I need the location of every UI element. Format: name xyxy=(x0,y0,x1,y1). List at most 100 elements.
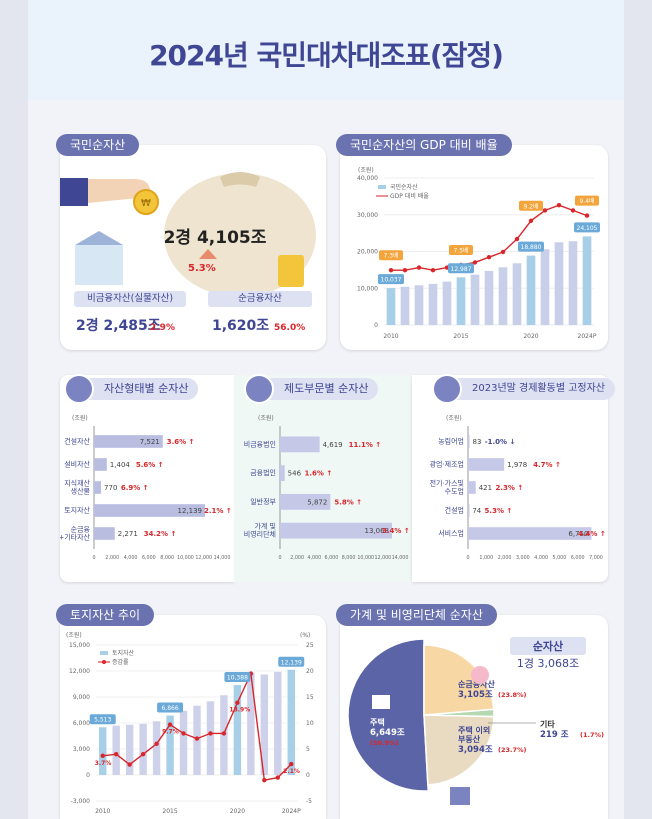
growth-point xyxy=(127,762,132,767)
gdp-title: 국민순자산의 GDP 대비 배율 xyxy=(336,134,512,156)
bar xyxy=(280,493,331,510)
bar xyxy=(468,458,505,471)
growth-value-label: 3.7% xyxy=(95,760,112,767)
bar-value-label: 6,866 xyxy=(161,705,178,712)
slice-percent: (23.8%) xyxy=(498,691,527,699)
bar-label-box xyxy=(574,222,600,233)
value-label: 770 xyxy=(104,484,117,492)
ratio-point xyxy=(388,268,394,273)
bar xyxy=(179,710,188,775)
bar xyxy=(260,674,269,775)
net-assets-value: 2경 4,105조 xyxy=(163,228,267,248)
slice-value: 3,094조 xyxy=(458,745,493,755)
bar-value-label: 10,388 xyxy=(227,674,248,681)
slice-name: 순금융자산 xyxy=(458,679,495,689)
bar xyxy=(152,721,161,775)
household-net-label: 순자산 xyxy=(510,637,586,655)
bar xyxy=(280,522,393,539)
bar xyxy=(94,435,163,448)
unit-label: (조원) xyxy=(258,414,274,422)
x-tick-label: 2,000 xyxy=(105,555,119,561)
growth-point xyxy=(100,753,105,758)
y-tick-label: 0 xyxy=(374,322,378,329)
won-glyph: ₩ xyxy=(141,198,151,209)
land-chart: (조원) (%) -3,000 0 3,000 6,000 9,000 12,000 15,00… xyxy=(66,631,314,815)
growth-arrow-icon xyxy=(199,249,217,259)
growth-label: 1.6% ↑ xyxy=(304,470,332,478)
industry-chart: (조원) 농림어업 83 -1.0% ↓ 광업·제조업 1,978 4.7% ↑ 전기·가스및… xyxy=(430,414,606,561)
x-tick-label: 2,000 xyxy=(290,555,304,561)
bar-label-box xyxy=(378,274,404,285)
growth-value-label: 2.1% xyxy=(283,768,300,775)
value-label: 13,068 xyxy=(365,527,390,535)
value-label: 6,750 xyxy=(568,530,588,538)
value-label: 546 xyxy=(288,470,302,478)
y2-tick-label: 0 xyxy=(306,772,310,779)
bar xyxy=(280,436,320,453)
y-tick-label: 15,000 xyxy=(69,642,90,649)
x-tick-label: 8,000 xyxy=(160,555,174,561)
household-net-value: 1경 3,068조 xyxy=(516,657,580,670)
ratio-value-label: 7.3배 xyxy=(383,252,398,260)
unit-label: (조원) xyxy=(446,414,462,422)
x-tick-label: 2024P xyxy=(282,808,301,815)
bar xyxy=(94,481,102,494)
legend-bar-label: 토지자산 xyxy=(112,649,135,657)
piggy-bank-icon xyxy=(471,666,489,684)
y2-tick-label: -5 xyxy=(306,798,312,805)
bar-value-label: 5,513 xyxy=(94,717,111,724)
legend-bar-swatch xyxy=(378,185,386,189)
coins-icon xyxy=(278,255,304,287)
land-card: (조원) (%) -3,000 0 3,000 6,000 9,000 12,000 15,00… xyxy=(60,615,326,819)
growth-label: 5.8% ↑ xyxy=(334,498,362,506)
x-tick-label: 2,000 xyxy=(498,555,512,561)
legend-line-label: 증감률 xyxy=(112,659,129,666)
category-label: 설비자산 xyxy=(64,460,90,469)
ratio-value-label: 7.5배 xyxy=(453,247,468,255)
ratio-point xyxy=(528,218,534,223)
y-tick-label: 20,000 xyxy=(357,249,378,256)
financial-label: 순금융자산 xyxy=(208,291,312,307)
ratio-label-box xyxy=(449,245,473,255)
bar xyxy=(400,286,410,325)
gdp-card: (조원) 0 10,000 20,000 30,000 40,000 10,037 12,98… xyxy=(340,145,608,350)
bar xyxy=(125,724,134,775)
industry-title: 2023년말 경제활동별 고정자산 xyxy=(438,378,616,400)
x-tick-label: 0 xyxy=(466,555,469,561)
growth-point xyxy=(235,700,240,705)
growth-point xyxy=(114,752,119,757)
ratio-point xyxy=(430,268,436,273)
chart-coin-icon xyxy=(432,374,462,404)
net-assets-card: ₩ 2경 4,105조 5.3% 비금융자산(실물자산) 2경 2,485조 2… xyxy=(60,145,326,350)
growth-label: 34.2% ↑ xyxy=(144,530,177,538)
ratio-point xyxy=(472,260,478,265)
growth-point xyxy=(181,731,186,736)
y-tick-label: 12,000 xyxy=(69,668,90,675)
x-tick-label: 2010 xyxy=(383,333,398,340)
ratio-point xyxy=(556,203,562,208)
legend-line-label: GDP 대비 배율 xyxy=(390,192,429,200)
category-label: 토지자산 xyxy=(64,506,90,515)
x-tick-label: 4,000 xyxy=(124,555,138,561)
ratio-label-box xyxy=(519,200,543,211)
value-label: 2,271 xyxy=(118,530,138,538)
bar xyxy=(206,701,215,775)
y2-tick-label: 5 xyxy=(306,746,310,753)
category-label: 전기·가스및 xyxy=(430,479,464,488)
x-tick-label: 10,000 xyxy=(357,555,374,561)
y2-tick-label: 15 xyxy=(306,694,314,701)
header-band xyxy=(28,0,624,100)
x-tick-label: 14,000 xyxy=(392,555,409,561)
x-tick-label: 12,000 xyxy=(374,555,391,561)
growth-label: 2.1% ↑ xyxy=(204,507,232,515)
hand-sleeve-icon xyxy=(60,178,88,206)
bar xyxy=(512,263,522,325)
nonfinancial-growth: 2.9% xyxy=(150,323,175,333)
net-assets-title: 국민순자산 xyxy=(56,134,140,156)
bar xyxy=(233,684,242,775)
coin-icon xyxy=(133,189,159,215)
bar xyxy=(94,458,107,471)
x-tick-label: 6,000 xyxy=(325,555,339,561)
category-label: 가계 및 xyxy=(254,522,276,531)
ratio-point xyxy=(402,268,408,273)
